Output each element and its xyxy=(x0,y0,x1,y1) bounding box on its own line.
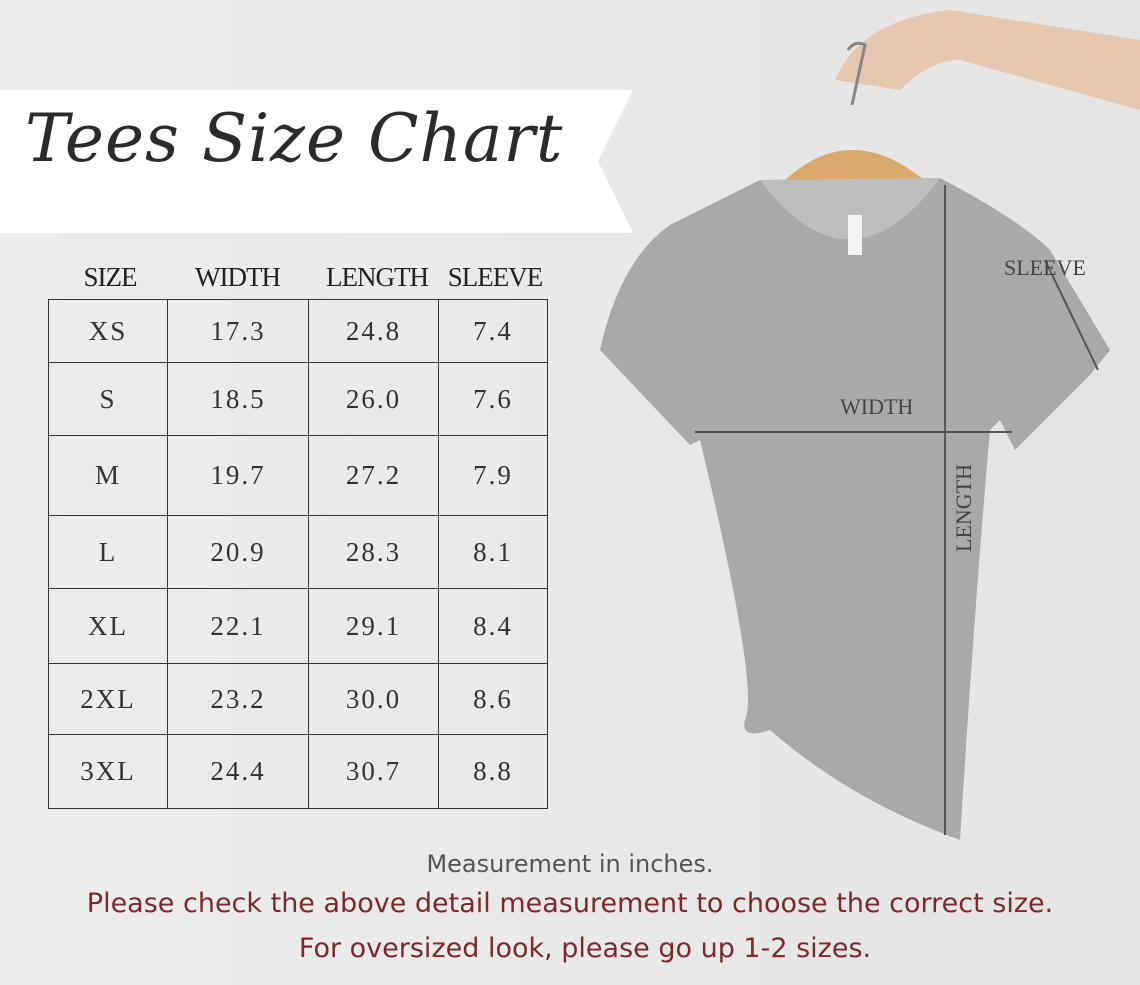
cell-length: 30.7 xyxy=(308,734,439,809)
cell-length: 24.8 xyxy=(308,299,439,363)
table-row: XL 22.1 29.1 8.4 xyxy=(48,588,548,664)
cell-width: 24.4 xyxy=(167,734,309,809)
header-length: LENGTH xyxy=(326,262,429,292)
cell-width: 19.7 xyxy=(167,435,309,516)
table-row: S 18.5 26.0 7.6 xyxy=(48,362,548,436)
cell-width: 18.5 xyxy=(167,362,309,436)
table-row: XS 17.3 24.8 7.4 xyxy=(48,299,548,363)
header-size: SIZE xyxy=(83,262,138,292)
unit-note: Measurement in inches. xyxy=(426,850,714,878)
cell-length: 28.3 xyxy=(308,515,439,589)
cell-size: L xyxy=(48,515,168,589)
cell-width: 20.9 xyxy=(167,515,309,589)
cell-sleeve: 8.8 xyxy=(438,734,548,809)
table-row: M 19.7 27.2 7.9 xyxy=(48,435,548,516)
width-label: WIDTH xyxy=(840,394,914,419)
check-note: Please check the above detail measuremen… xyxy=(86,888,1054,919)
cell-sleeve: 8.6 xyxy=(438,663,548,735)
cell-sleeve: 7.9 xyxy=(438,435,548,516)
cell-size: XS xyxy=(48,299,168,363)
cell-sleeve: 8.1 xyxy=(438,515,548,589)
cell-width: 17.3 xyxy=(167,299,309,363)
hand-icon xyxy=(835,10,1140,110)
cell-size: 3XL xyxy=(48,734,168,809)
title-banner xyxy=(0,90,633,233)
hanger-icon xyxy=(780,150,930,185)
cell-size: 2XL xyxy=(48,663,168,735)
table-row: 3XL 24.4 30.7 8.8 xyxy=(48,734,548,809)
tshirt-image xyxy=(600,10,1140,840)
cell-width: 23.2 xyxy=(167,663,309,735)
size-table: XS 17.3 24.8 7.4 S 18.5 26.0 7.6 M 19.7 27.2 7.9 L 20… xyxy=(48,299,548,809)
cell-length: 30.0 xyxy=(308,663,439,735)
cell-width: 22.1 xyxy=(167,588,309,664)
cell-length: 27.2 xyxy=(308,435,439,516)
cell-sleeve: 7.4 xyxy=(438,299,548,363)
page-title: Tees Size Chart xyxy=(25,100,564,177)
cell-length: 29.1 xyxy=(308,588,439,664)
length-label: LENGTH xyxy=(950,464,976,552)
table-row: 2XL 23.2 30.0 8.6 xyxy=(48,663,548,735)
cell-size: XL xyxy=(48,588,168,664)
table-row: L 20.9 28.3 8.1 xyxy=(48,515,548,589)
cell-sleeve: 8.4 xyxy=(438,588,548,664)
cell-size: M xyxy=(48,435,168,516)
cell-length: 26.0 xyxy=(308,362,439,436)
header-sleeve: SLEEVE xyxy=(447,262,544,292)
cell-size: S xyxy=(48,362,168,436)
cell-sleeve: 7.6 xyxy=(438,362,548,436)
sleeve-label: SLEEVE xyxy=(1004,255,1086,280)
oversized-note: For oversized look, please go up 1-2 siz… xyxy=(298,933,872,964)
header-width: WIDTH xyxy=(195,262,281,292)
